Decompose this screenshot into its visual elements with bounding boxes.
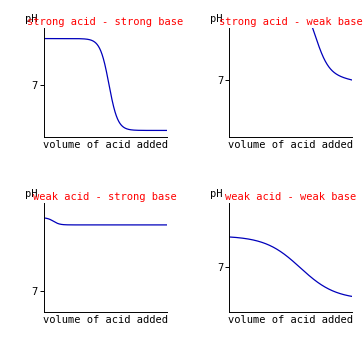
- Y-axis label: pH: pH: [210, 14, 223, 24]
- Y-axis label: pH: pH: [25, 14, 37, 24]
- X-axis label: volume of acid added: volume of acid added: [43, 315, 168, 325]
- X-axis label: volume of acid added: volume of acid added: [228, 315, 353, 325]
- Y-axis label: pH: pH: [25, 189, 37, 199]
- Title: weak acid - weak base: weak acid - weak base: [225, 192, 356, 202]
- Title: strong acid - strong base: strong acid - strong base: [27, 17, 183, 27]
- Title: weak acid - strong base: weak acid - strong base: [33, 192, 177, 202]
- X-axis label: volume of acid added: volume of acid added: [43, 140, 168, 150]
- Title: strong acid - weak base: strong acid - weak base: [219, 17, 362, 27]
- Y-axis label: pH: pH: [210, 189, 223, 199]
- X-axis label: volume of acid added: volume of acid added: [228, 140, 353, 150]
